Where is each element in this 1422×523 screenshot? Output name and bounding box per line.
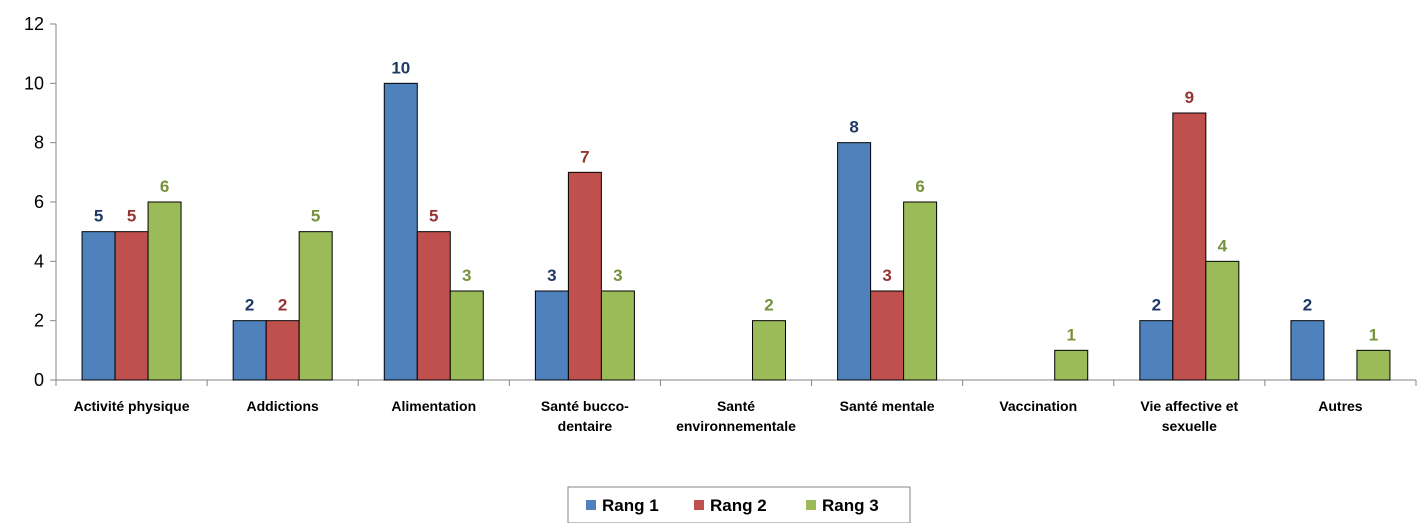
data-label: 1 bbox=[1066, 325, 1075, 344]
legend-swatch bbox=[806, 500, 816, 510]
bar-rang-3 bbox=[600, 290, 635, 381]
data-label: 8 bbox=[849, 118, 858, 137]
legend-label: Rang 1 bbox=[602, 496, 659, 515]
data-label: 2 bbox=[1152, 296, 1161, 315]
data-label: 5 bbox=[127, 207, 136, 226]
bar-rang-1 bbox=[383, 82, 418, 381]
bars bbox=[81, 82, 1391, 381]
x-tick-label: Santé environnementale bbox=[676, 398, 796, 434]
y-tick-label: 4 bbox=[34, 251, 44, 271]
y-tick-label: 8 bbox=[34, 133, 44, 153]
bar-rang-2 bbox=[265, 320, 300, 381]
x-tick-label: Vaccination bbox=[999, 398, 1077, 414]
bar-rang-1 bbox=[81, 231, 116, 381]
bar-rang-3 bbox=[147, 201, 182, 381]
data-label: 9 bbox=[1185, 88, 1194, 107]
bar-rang-3 bbox=[1205, 260, 1240, 381]
bar-rang-1 bbox=[534, 290, 569, 381]
x-axis: Activité physique Addictions Alimentation S… bbox=[55, 379, 1417, 434]
data-label: 3 bbox=[547, 266, 556, 285]
x-tick-label: Activité physique bbox=[74, 398, 190, 414]
x-tick-label: Santé bucco-dentaire bbox=[541, 398, 629, 434]
data-labels: 5 5 6 2 2 5 10 5 3 3 7 3 2 8 3 6 1 2 9 4 2 1 bbox=[94, 58, 1378, 344]
bar-rang-3 bbox=[298, 231, 333, 381]
legend-swatch bbox=[694, 500, 704, 510]
bar-rang-1 bbox=[1139, 320, 1174, 381]
y-axis: 0 2 4 6 8 10 12 bbox=[24, 14, 57, 390]
data-label: 3 bbox=[613, 266, 622, 285]
x-tick-label: Addictions bbox=[246, 398, 319, 414]
data-label: 1 bbox=[1369, 325, 1378, 344]
bar-rang-1 bbox=[1290, 320, 1325, 381]
data-label: 5 bbox=[311, 207, 320, 226]
bar-rang-3 bbox=[1356, 349, 1391, 381]
data-label: 2 bbox=[278, 296, 287, 315]
data-label: 4 bbox=[1218, 236, 1228, 255]
data-label: 5 bbox=[429, 207, 438, 226]
data-label: 7 bbox=[580, 147, 589, 166]
data-label: 2 bbox=[245, 296, 254, 315]
y-tick-label: 0 bbox=[34, 370, 44, 390]
data-label: 3 bbox=[882, 266, 891, 285]
data-label: 6 bbox=[160, 177, 169, 196]
bar-rang-2 bbox=[567, 171, 602, 381]
x-tick-label: Vie affective et sexuelle bbox=[1140, 398, 1238, 434]
bar-rang-1 bbox=[837, 142, 872, 381]
data-label: 2 bbox=[764, 296, 773, 315]
legend-label: Rang 3 bbox=[822, 496, 879, 515]
y-tick-label: 10 bbox=[24, 73, 44, 93]
data-label: 3 bbox=[462, 266, 471, 285]
bar-rang-3 bbox=[1054, 349, 1089, 381]
y-tick-label: 12 bbox=[24, 14, 44, 34]
bar-rang-3 bbox=[449, 290, 484, 381]
data-label: 5 bbox=[94, 207, 103, 226]
x-tick-label: Autres bbox=[1318, 398, 1363, 414]
x-tick-label: Alimentation bbox=[391, 398, 476, 414]
y-tick-label: 6 bbox=[34, 192, 44, 212]
legend-label: Rang 2 bbox=[710, 496, 767, 515]
legend-swatch bbox=[586, 500, 596, 510]
bar-rang-2 bbox=[870, 290, 905, 381]
bar-rang-2 bbox=[1172, 112, 1207, 381]
bar-rang-2 bbox=[114, 231, 149, 381]
bar-rang-3 bbox=[752, 320, 786, 381]
data-label: 6 bbox=[915, 177, 924, 196]
bar-rang-1 bbox=[232, 320, 267, 381]
legend-box bbox=[567, 486, 911, 523]
legend: Rang 1 Rang 2 Rang 3 bbox=[567, 486, 911, 523]
bar-rang-2 bbox=[416, 231, 451, 381]
data-label: 2 bbox=[1303, 296, 1312, 315]
x-tick-label: Santé mentale bbox=[840, 398, 935, 414]
data-label: 10 bbox=[391, 58, 410, 77]
y-tick-label: 2 bbox=[34, 311, 44, 331]
bar-rang-3 bbox=[903, 201, 938, 381]
